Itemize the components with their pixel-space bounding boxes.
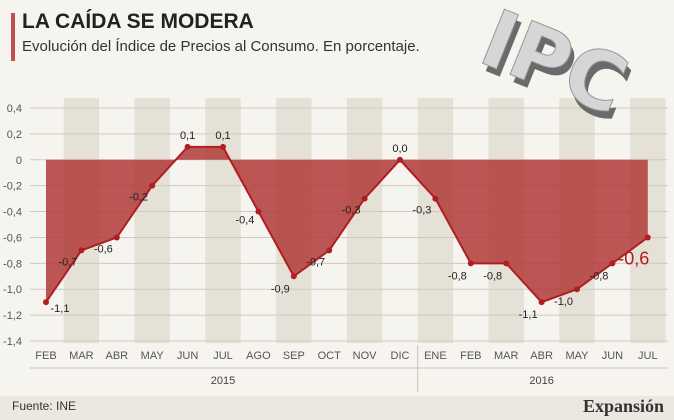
x-tick-label: ABR — [105, 350, 128, 362]
data-label: -0,7 — [58, 256, 77, 268]
y-tick-label: -0,4 — [3, 207, 22, 219]
x-tick-label: MAY — [141, 350, 165, 362]
data-label: -0,3 — [342, 205, 361, 217]
ipc-logo: IPC IPC — [468, 0, 643, 120]
data-point — [43, 299, 49, 306]
chart-area: 0,4 0,2 0 -0,2 -0,4 -0,6 -0,8 -1,0 -1,2 -1,4 -1,1 -… — [3, 98, 668, 392]
y-tick-label: 0,2 — [7, 129, 22, 141]
source-note: Fuente: INE — [12, 399, 77, 413]
data-point — [397, 156, 403, 163]
ipc-logo-text: IPC — [469, 0, 640, 120]
data-label: -1,0 — [554, 296, 573, 308]
data-label: -0,6 — [618, 248, 649, 268]
x-tick-label: JUN — [177, 350, 198, 362]
x-tick-label: ENE — [424, 350, 447, 362]
data-point — [78, 247, 85, 254]
data-label: 0,0 — [392, 143, 407, 155]
x-tick-label: MAR — [69, 350, 94, 362]
data-point — [432, 195, 439, 202]
data-label: -0,6 — [94, 243, 113, 255]
series-line — [45, 145, 649, 304]
x-tick-label: JUL — [638, 350, 658, 362]
data-label: -0,8 — [448, 270, 467, 282]
data-point — [113, 234, 120, 241]
data-label: 0,1 — [215, 130, 230, 142]
data-label: -0,8 — [589, 270, 608, 282]
data-label: -0,9 — [271, 283, 290, 295]
data-point — [149, 182, 156, 189]
data-point — [361, 195, 368, 202]
data-point — [326, 247, 333, 254]
data-point — [184, 143, 191, 150]
data-label: 0,1 — [180, 130, 195, 142]
year-label: 2016 — [529, 375, 553, 387]
x-tick-label: JUL — [213, 350, 233, 362]
title-accent-bar — [11, 13, 15, 61]
x-tick-label: OCT — [318, 350, 342, 362]
data-point — [255, 208, 262, 215]
y-tick-label: 0 — [16, 155, 22, 167]
year-label: 2015 — [211, 375, 235, 387]
chart-title: LA CAÍDA SE MODERA — [22, 10, 254, 33]
data-label: -0,7 — [306, 256, 325, 268]
data-point — [290, 273, 297, 280]
y-tick-label: -1,0 — [3, 284, 22, 296]
data-label: -0,3 — [412, 205, 431, 217]
data-point — [574, 286, 580, 293]
y-tick-label: -1,4 — [3, 336, 22, 348]
x-tick-label: FEB — [460, 350, 481, 362]
chart-subtitle: Evolución del Índice de Precios al Consu… — [22, 38, 420, 55]
y-tick-label: -1,2 — [3, 310, 22, 322]
column-band — [134, 98, 170, 343]
data-point — [609, 260, 616, 267]
x-tick-label: AGO — [246, 350, 271, 362]
x-tick-label: NOV — [353, 350, 378, 362]
x-tick-label: MAY — [565, 350, 589, 362]
x-tick-label: JUN — [602, 350, 623, 362]
footer: Fuente: INE Expansión — [0, 396, 674, 420]
data-point — [503, 260, 510, 267]
x-tick-label: FEB — [35, 350, 56, 362]
data-label: -1,1 — [51, 303, 70, 315]
x-tick-label: ABR — [530, 350, 553, 362]
data-point — [220, 143, 226, 150]
x-tick-label: MAR — [494, 350, 519, 362]
brand-logo: Expansión — [582, 396, 664, 416]
y-tick-label: 0,4 — [7, 103, 22, 115]
x-tick-label: SEP — [283, 350, 305, 362]
data-point — [644, 234, 651, 241]
column-band — [346, 98, 383, 343]
x-tick-label: DIC — [391, 350, 410, 362]
data-label: -0,2 — [129, 192, 148, 204]
data-point — [467, 260, 474, 267]
column-band — [205, 98, 241, 343]
y-tick-label: -0,2 — [3, 181, 22, 193]
data-label: -0,4 — [235, 215, 254, 227]
data-point — [538, 299, 545, 306]
data-label: -1,1 — [519, 309, 538, 321]
data-label: -0,8 — [483, 270, 502, 282]
y-tick-label: -0,6 — [3, 232, 22, 244]
y-tick-label: -0,8 — [3, 258, 22, 270]
